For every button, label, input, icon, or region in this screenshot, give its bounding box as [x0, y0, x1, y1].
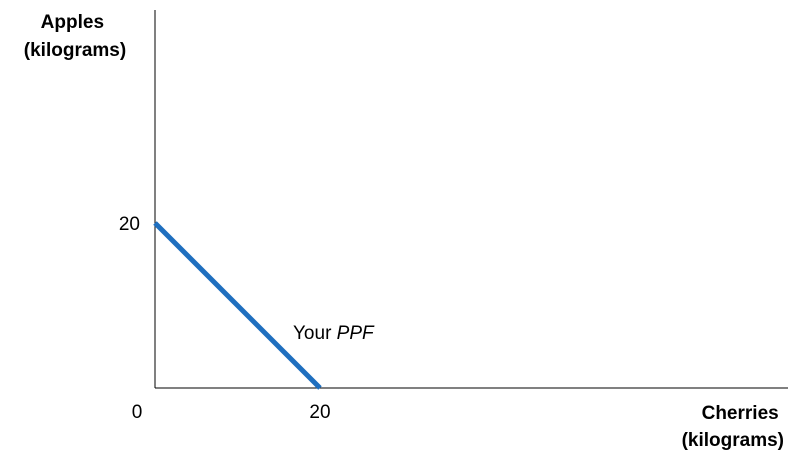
- series-label-italic: PPF: [337, 323, 375, 344]
- series-label-your-ppf: Your PPF: [293, 323, 375, 344]
- x-axis-title-line1: Cherries: [702, 403, 779, 424]
- y-axis-title-line1: Apples: [41, 12, 104, 33]
- origin-label: 0: [132, 402, 143, 423]
- x-axis-title: Cherries (kilograms): [682, 403, 784, 451]
- series-line-ppf-0: [153, 221, 322, 390]
- y-tick-label-0: 20: [119, 214, 140, 235]
- y-axis-title: Apples (kilograms): [24, 12, 126, 61]
- x-tick-label-0: 20: [309, 402, 330, 423]
- series-layer: [153, 221, 322, 390]
- x-axis-title-line2: (kilograms): [682, 430, 784, 451]
- series-label-plain: Your: [293, 323, 337, 344]
- y-axis-title-line2: (kilograms): [24, 40, 126, 61]
